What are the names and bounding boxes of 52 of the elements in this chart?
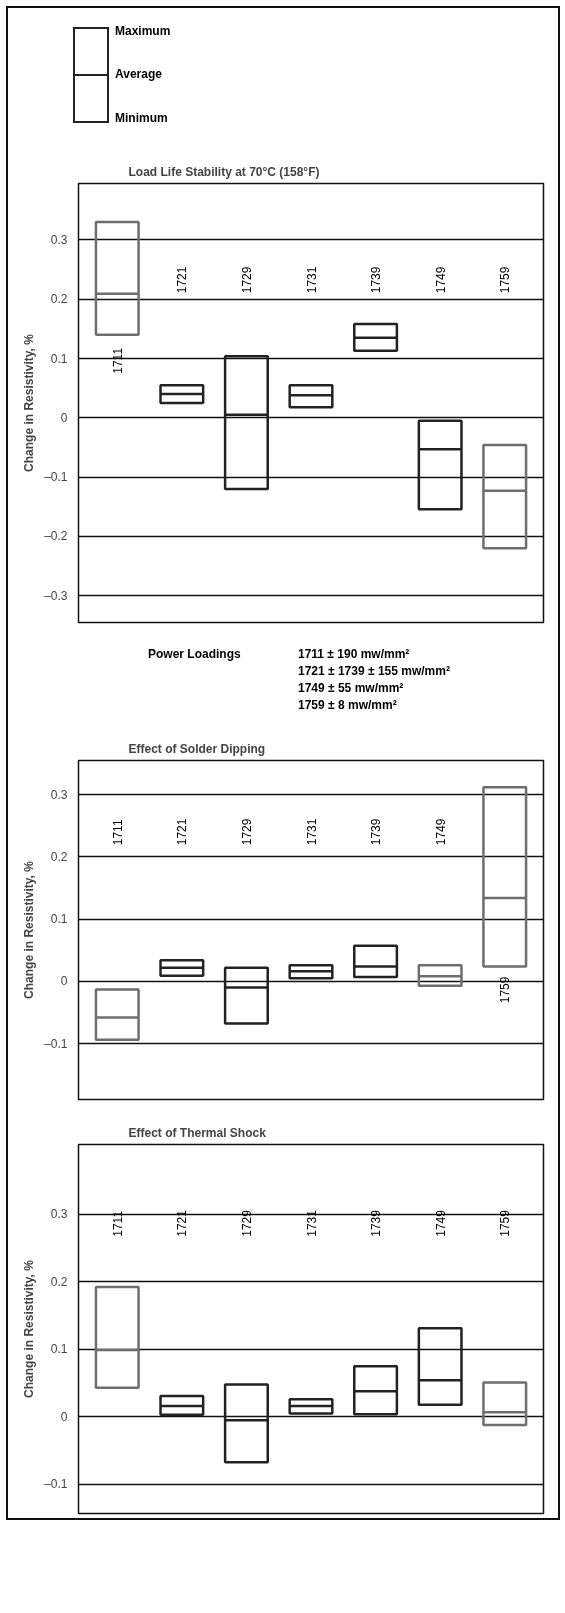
- category-label: 1739: [369, 1209, 384, 1237]
- y-tick-label: 0.3: [50, 232, 68, 247]
- y-axis-title: Change in Resistivity, %: [22, 1259, 37, 1398]
- text: Maximum: [115, 23, 171, 40]
- category-label: 1731: [304, 266, 319, 294]
- category-label: 1729: [239, 266, 254, 294]
- category-label: 1749: [433, 266, 448, 294]
- category-label: 1739: [369, 818, 384, 845]
- category-label: 1711: [110, 819, 125, 845]
- y-tick-label: 0: [60, 973, 68, 988]
- text: Average: [115, 66, 163, 84]
- chart-title: Effect of Solder Dipping: [128, 741, 266, 756]
- y-tick-label: 0.2: [50, 849, 68, 864]
- category-label: 1739: [369, 266, 384, 294]
- chart-title: Effect of Thermal Shock: [128, 1125, 267, 1140]
- text: Minimum: [115, 109, 169, 127]
- category-label: 1729: [239, 818, 254, 845]
- y-tick-label: –0.2: [44, 529, 68, 544]
- y-tick-label: 0.2: [50, 1274, 68, 1289]
- y-tick-label: 0.1: [50, 911, 68, 926]
- category-label: 1731: [304, 818, 319, 845]
- y-tick-label: 0: [60, 1409, 68, 1424]
- category-label: 1759: [498, 976, 513, 1003]
- chart-title: Load Life Stability at 70°C (158°F): [128, 164, 320, 179]
- y-tick-label: 0.2: [50, 292, 68, 307]
- y-tick-label: 0.1: [50, 1341, 68, 1356]
- y-tick-label: 0.3: [50, 1206, 68, 1221]
- category-label: 1711: [110, 1210, 125, 1237]
- category-label: 1731: [304, 1209, 319, 1237]
- category-label: 1759: [498, 1209, 513, 1237]
- text: 1749 ± 55 mw/mm²: [298, 681, 404, 696]
- y-tick-label: 0.3: [50, 787, 68, 802]
- category-label: 1721: [175, 1209, 190, 1237]
- y-tick-label: –0.1: [44, 1036, 68, 1051]
- y-tick-label: –0.3: [44, 588, 68, 603]
- y-tick-label: 0.1: [50, 351, 68, 366]
- category-label: 1721: [175, 818, 190, 845]
- y-axis-title: Change in Resistivity, %: [22, 333, 37, 472]
- category-label: 1759: [498, 266, 513, 294]
- text: 1759 ± 8 mw/mm²: [298, 698, 397, 713]
- text: Power Loadings: [148, 646, 242, 663]
- text: 1711 ± 190 mw/mm²: [298, 647, 410, 661]
- category-label: 1729: [239, 1209, 254, 1237]
- category-label: 1749: [433, 1209, 448, 1237]
- category-label: 1721: [175, 266, 190, 294]
- y-tick-label: –0.1: [44, 1477, 68, 1491]
- category-label: 1711: [110, 347, 125, 374]
- category-label: 1749: [433, 818, 448, 845]
- text: 1721 ± 1739 ± 155 mw/mm²: [298, 664, 450, 679]
- y-tick-label: –0.1: [44, 470, 68, 485]
- y-axis-title: Change in Resistivity, %: [22, 860, 37, 999]
- y-tick-label: 0: [60, 410, 68, 425]
